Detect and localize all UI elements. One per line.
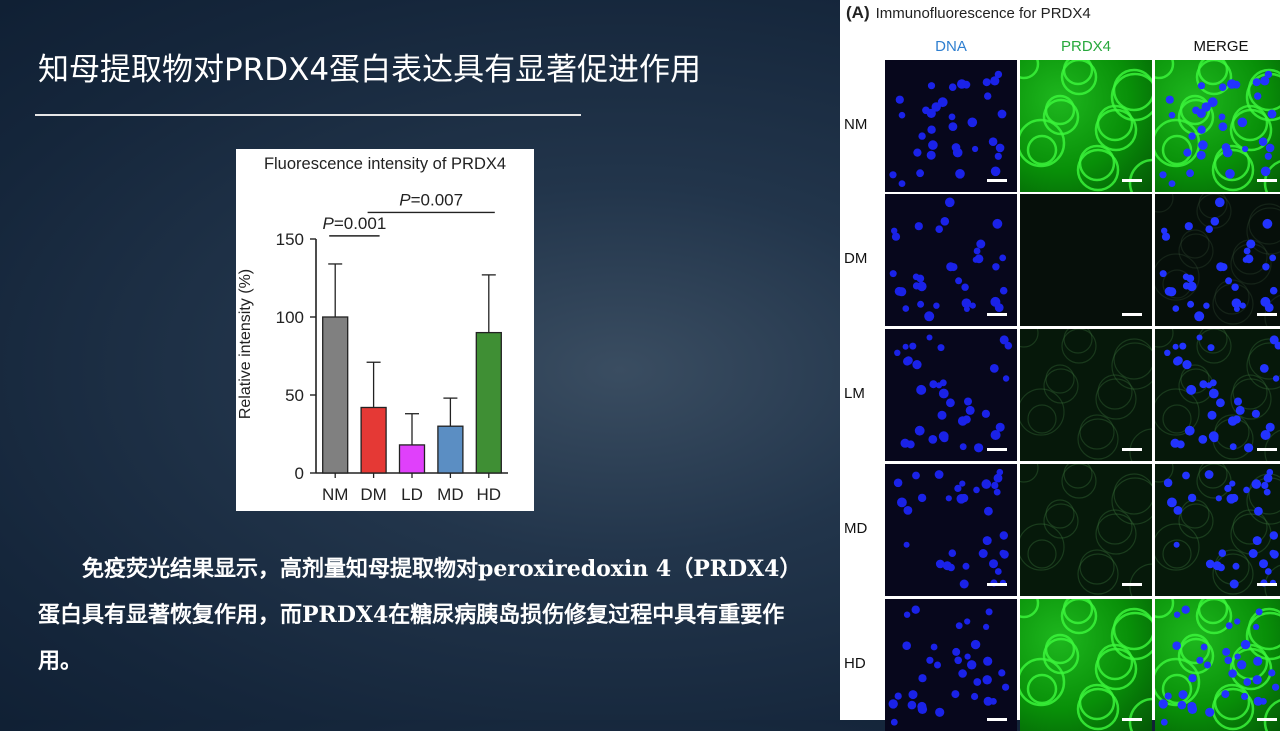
row-label-nm: NM bbox=[844, 116, 867, 133]
scale-bar bbox=[1122, 313, 1142, 316]
x-tick-label-dm: DM bbox=[360, 485, 386, 504]
micrograph-md-prdx4 bbox=[1020, 464, 1152, 596]
scale-bar bbox=[987, 313, 1007, 316]
panel-heading-text: Immunofluorescence for PRDX4 bbox=[876, 5, 1091, 22]
x-tick-label-hd: HD bbox=[477, 485, 502, 504]
micrograph-dm-dna bbox=[885, 194, 1017, 326]
significance-label: P=0.007 bbox=[399, 190, 463, 209]
scale-bar bbox=[1257, 179, 1277, 182]
bar-ld bbox=[400, 445, 425, 473]
scale-bar bbox=[987, 448, 1007, 451]
y-tick-label: 150 bbox=[276, 230, 304, 249]
cell-texture bbox=[1155, 464, 1280, 596]
row-label-lm: LM bbox=[844, 385, 865, 402]
micrograph-lm-merge bbox=[1155, 329, 1280, 461]
column-label-prdx4: PRDX4 bbox=[1020, 38, 1152, 55]
x-tick-label-ld: LD bbox=[401, 485, 423, 504]
row-label-hd: HD bbox=[844, 655, 866, 672]
slide-title: 知母提取物对PRDX4蛋白表达具有显著促进作用 bbox=[38, 44, 701, 89]
cell-texture bbox=[1155, 194, 1280, 326]
panel-letter: (A) bbox=[846, 3, 870, 22]
scale-bar bbox=[1122, 179, 1142, 182]
x-tick-label-md: MD bbox=[437, 485, 463, 504]
chart-title: Fluorescence intensity of PRDX4 bbox=[264, 155, 506, 173]
scale-bar bbox=[987, 583, 1007, 586]
plot-area: 0 50 100 150 NM DM LD MD HD P=0.001 P=0.007 bbox=[276, 190, 508, 504]
significance-label: P=0.001 bbox=[322, 214, 386, 233]
panel-heading: (A) Immunofluorescence for PRDX4 bbox=[846, 3, 1091, 23]
cell-texture bbox=[1020, 464, 1152, 596]
micrograph-dm-merge bbox=[1155, 194, 1280, 326]
y-tick-label: 0 bbox=[295, 464, 304, 483]
micrograph-lm-dna bbox=[885, 329, 1017, 461]
cell-texture bbox=[1155, 329, 1280, 461]
scale-bar bbox=[1257, 313, 1277, 316]
bar-hd bbox=[476, 333, 501, 473]
micrograph-hd-dna bbox=[885, 599, 1017, 731]
cell-texture bbox=[1155, 599, 1280, 731]
micrograph-lm-prdx4 bbox=[1020, 329, 1152, 461]
cell-texture bbox=[1020, 329, 1152, 461]
cell-texture bbox=[1155, 60, 1280, 192]
micrograph-dm-prdx4 bbox=[1020, 194, 1152, 326]
cell-texture bbox=[885, 464, 1017, 596]
cell-texture bbox=[885, 194, 1017, 326]
bar-dm bbox=[361, 407, 386, 473]
row-label-dm: DM bbox=[844, 250, 867, 267]
body-paragraph: 免疫荧光结果显示，高剂量知母提取物对peroxiredoxin 4（PRDX4）… bbox=[38, 546, 798, 684]
cell-texture bbox=[1020, 194, 1152, 326]
column-label-merge: MERGE bbox=[1155, 38, 1280, 55]
bar-chart-panel: Fluorescence intensity of PRDX4 Relative… bbox=[236, 149, 534, 511]
bar-chart: Fluorescence intensity of PRDX4 Relative… bbox=[236, 149, 534, 511]
cell-texture bbox=[885, 599, 1017, 731]
micrograph-nm-dna bbox=[885, 60, 1017, 192]
bar-md bbox=[438, 426, 463, 473]
scale-bar bbox=[987, 179, 1007, 182]
micrograph-md-merge bbox=[1155, 464, 1280, 596]
micrograph-hd-prdx4 bbox=[1020, 599, 1152, 731]
bar-nm bbox=[323, 317, 348, 473]
cell-texture bbox=[885, 60, 1017, 192]
scale-bar bbox=[1257, 583, 1277, 586]
micrograph-nm-merge bbox=[1155, 60, 1280, 192]
cell-texture bbox=[1020, 599, 1152, 731]
cell-texture bbox=[1020, 60, 1152, 192]
x-tick-label-nm: NM bbox=[322, 485, 348, 504]
row-label-md: MD bbox=[844, 520, 867, 537]
micrograph-md-dna bbox=[885, 464, 1017, 596]
y-tick-label: 50 bbox=[285, 386, 304, 405]
scale-bar bbox=[1257, 448, 1277, 451]
scale-bar bbox=[1122, 583, 1142, 586]
micrograph-nm-prdx4 bbox=[1020, 60, 1152, 192]
scale-bar bbox=[1122, 448, 1142, 451]
title-divider bbox=[35, 114, 581, 116]
y-axis-label: Relative intensity (%) bbox=[237, 269, 254, 419]
cell-texture bbox=[885, 329, 1017, 461]
micrograph-hd-merge bbox=[1155, 599, 1280, 731]
body-paragraph-container: 免疫荧光结果显示，高剂量知母提取物对peroxiredoxin 4（PRDX4）… bbox=[38, 546, 798, 684]
y-tick-label: 100 bbox=[276, 308, 304, 327]
column-label-dna: DNA bbox=[885, 38, 1017, 55]
